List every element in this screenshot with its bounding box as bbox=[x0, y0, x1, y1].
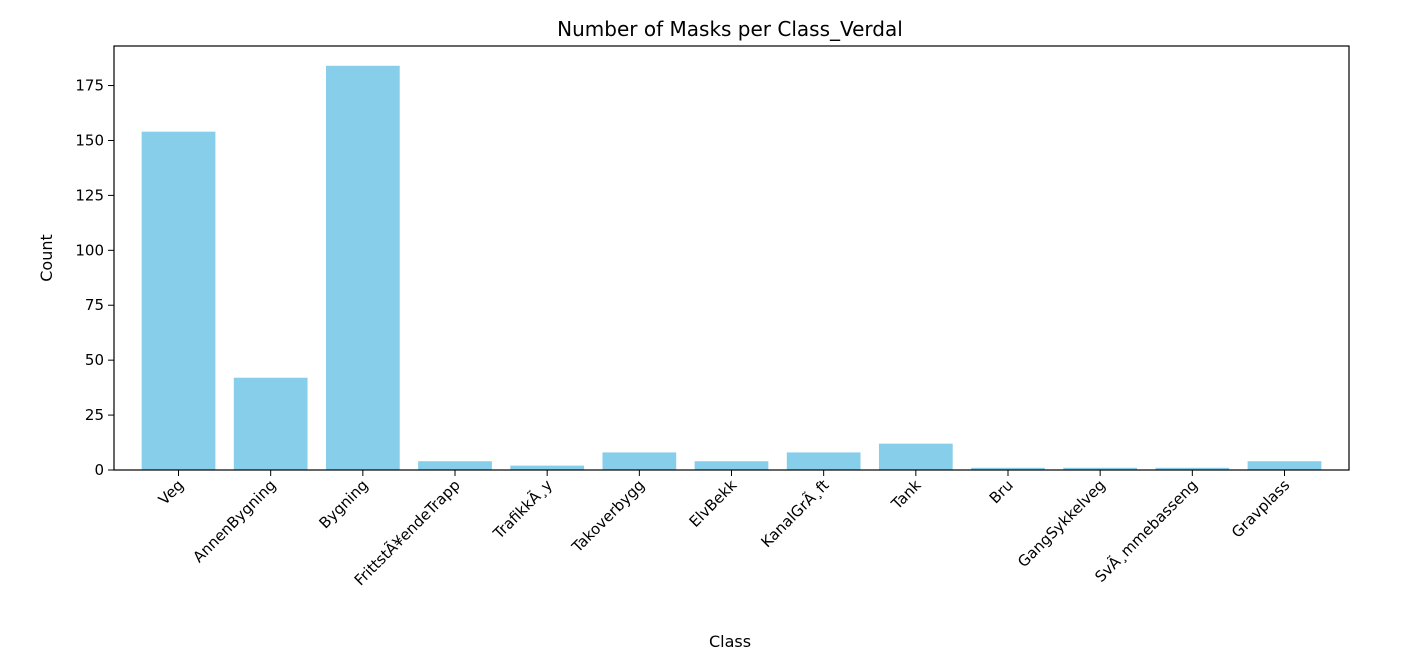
bar-7 bbox=[786, 452, 861, 470]
x-tick-label-7: KanalGrÃ¸ft bbox=[757, 475, 833, 551]
y-tick-label-0: 0 bbox=[94, 461, 104, 479]
bar-11 bbox=[1155, 467, 1230, 470]
bar-10 bbox=[1063, 467, 1138, 470]
y-axis-label: Count bbox=[37, 234, 56, 282]
bars bbox=[141, 65, 1322, 471]
bar-0 bbox=[141, 131, 216, 470]
x-tick-label-12: Gravplass bbox=[1228, 476, 1293, 541]
x-tick-label-1: AnnenBygning bbox=[189, 476, 279, 566]
bar-4 bbox=[510, 465, 585, 470]
chart-title: Number of Masks per Class_Verdal bbox=[557, 17, 903, 41]
y-tick-label-4: 100 bbox=[75, 241, 104, 259]
y-tick-label-1: 25 bbox=[85, 406, 104, 424]
y-tick-label-3: 75 bbox=[85, 296, 104, 314]
bar-1 bbox=[233, 377, 308, 470]
x-tick-label-10: GangSykkelveg bbox=[1014, 476, 1109, 571]
x-tick-label-6: ElvBekk bbox=[686, 476, 741, 531]
x-tick-label-2: Bygning bbox=[316, 476, 372, 532]
y-axis-ticks: 0 25 50 75 100 125 150 175 bbox=[75, 77, 114, 479]
x-tick-label-4: TrafikkÃ¸y bbox=[488, 475, 556, 543]
bar-12 bbox=[1247, 461, 1322, 470]
x-axis-label: Class bbox=[709, 632, 751, 651]
bar-8 bbox=[878, 443, 953, 470]
y-tick-label-7: 175 bbox=[75, 77, 104, 95]
bar-9 bbox=[971, 467, 1045, 470]
plot-frame bbox=[113, 45, 1350, 471]
x-tick-label-11: SvÃ¸mmebasseng bbox=[1091, 475, 1201, 585]
bar-6 bbox=[694, 461, 769, 470]
x-tick-label-5: Takoverbygg bbox=[568, 476, 649, 557]
bar-3 bbox=[418, 461, 492, 470]
x-tick-label-9: Bru bbox=[986, 476, 1017, 507]
bar-5 bbox=[602, 452, 677, 470]
y-tick-label-5: 125 bbox=[75, 186, 104, 204]
bar-2 bbox=[325, 65, 400, 471]
x-tick-label-0: Veg bbox=[155, 476, 187, 508]
y-tick-label-2: 50 bbox=[85, 351, 104, 369]
y-tick-label-6: 150 bbox=[75, 131, 104, 149]
x-axis-ticks: Veg AnnenBygning BygningFrittstÃ¥endeTrapp… bbox=[155, 470, 1293, 589]
x-tick-label-8: Tank bbox=[887, 476, 925, 514]
